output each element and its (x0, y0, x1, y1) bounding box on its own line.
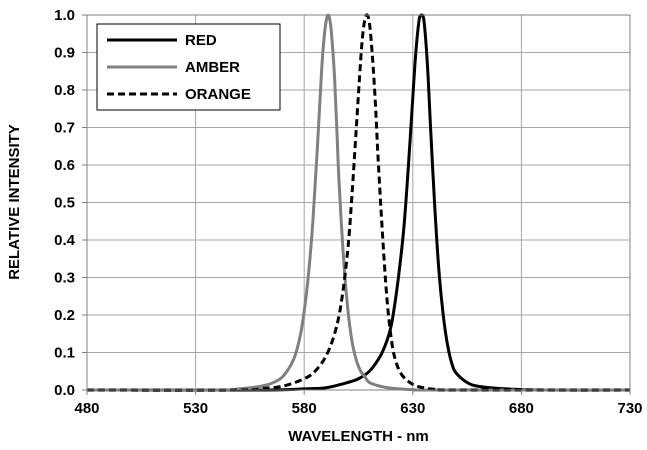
x-axis-title: WAVELENGTH - nm (288, 428, 429, 445)
x-tick-label: 480 (74, 400, 99, 417)
y-tick-label: 0.5 (54, 195, 75, 212)
series-line-red (86, 13, 631, 392)
y-tick-label: 0.8 (54, 82, 75, 99)
y-tick-label: 0.3 (54, 270, 75, 287)
x-tick-label: 580 (292, 400, 317, 417)
y-tick-label: 0.6 (54, 157, 75, 174)
legend-label-orange: ORANGE (185, 86, 251, 103)
x-tick-label: 680 (509, 400, 534, 417)
y-tick-label: 0.0 (54, 382, 75, 399)
y-tick-label: 1.0 (54, 7, 75, 24)
y-tick-label: 0.9 (54, 45, 75, 62)
y-tick-label: 0.2 (54, 307, 75, 324)
x-tick-label: 630 (400, 400, 425, 417)
x-tick-label: 530 (183, 400, 208, 417)
legend-label-amber: AMBER (185, 59, 240, 76)
y-tick-label: 0.1 (54, 345, 75, 362)
y-tick-label: 0.4 (54, 232, 76, 249)
y-tick-label: 0.7 (54, 120, 75, 137)
y-axis-title: RELATIVE INTENSITY (6, 124, 23, 280)
y-axis-ticks: 0.0 0.1 0.2 0.3 0.4 0.5 0.6 0.7 0.8 0.9 1.0 (54, 7, 87, 399)
series-line-amber (86, 13, 631, 392)
x-axis-ticks: 480 530 580 630 680 730 (74, 390, 643, 417)
x-tick-label: 730 (617, 400, 642, 417)
legend: RED AMBER ORANGE (96, 23, 281, 111)
legend-label-red: RED (185, 32, 217, 49)
